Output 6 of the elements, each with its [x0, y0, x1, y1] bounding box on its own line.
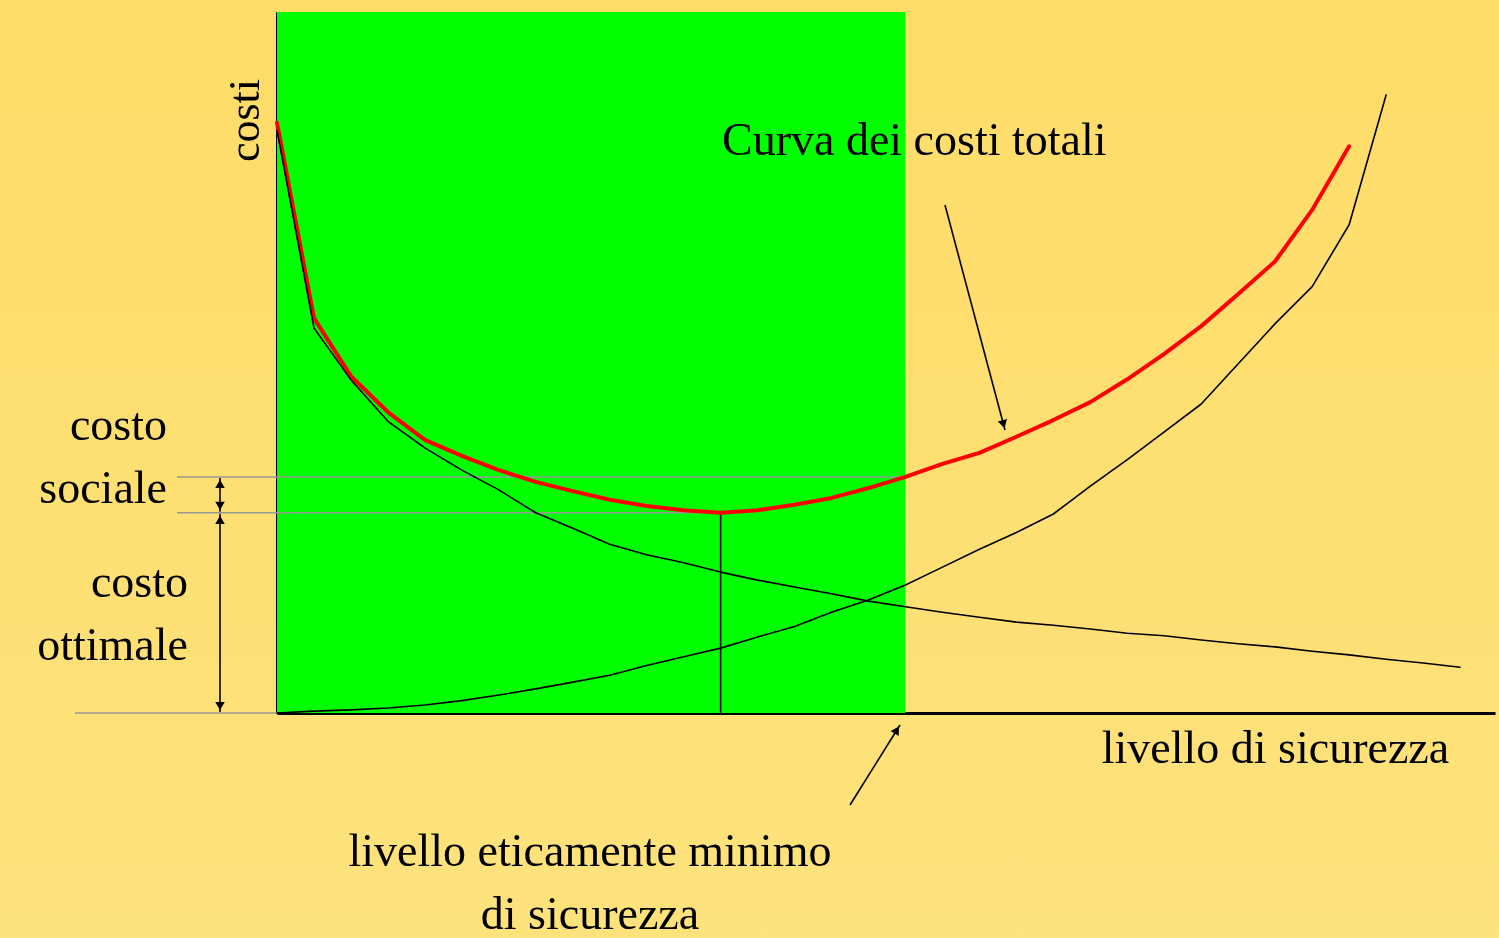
annotation: Curva dei costi totali: [722, 114, 1107, 165]
y-axis-title: costi: [219, 78, 269, 163]
text: costo sociale: [39, 399, 167, 513]
text: livello eticamente minimo di sicurezza: [348, 825, 832, 938]
text: costo ottimale: [37, 556, 188, 670]
x-axis-title: livello di sicurezza: [1101, 721, 1450, 773]
